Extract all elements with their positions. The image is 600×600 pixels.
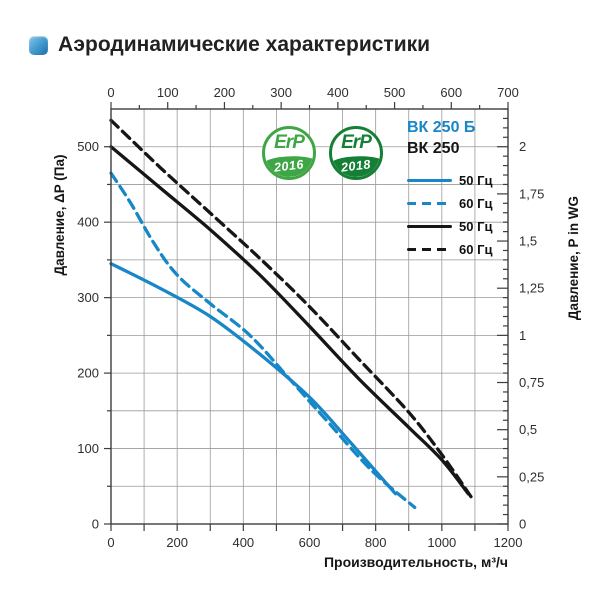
svg-text:500: 500 <box>384 85 406 100</box>
svg-text:600: 600 <box>299 535 321 550</box>
svg-text:200: 200 <box>77 366 99 381</box>
svg-text:0: 0 <box>107 85 114 100</box>
erp-badge-text: ErP <box>341 132 372 153</box>
chart-legend: ВК 250 Б ВК 250 50 Гц 60 Гц 50 Гц 60 Гц <box>407 117 537 261</box>
legend-entry: 60 Гц <box>407 192 537 215</box>
svg-text:0: 0 <box>92 517 99 532</box>
y-left-axis-title: Давление, ΔP (Па) <box>52 154 67 275</box>
solid-line-swatch <box>407 178 452 183</box>
svg-text:0: 0 <box>519 517 526 532</box>
svg-text:400: 400 <box>327 85 349 100</box>
svg-text:300: 300 <box>270 85 292 100</box>
legend-entry-label: 50 Гц <box>459 173 493 188</box>
svg-text:0: 0 <box>107 535 114 550</box>
svg-text:800: 800 <box>365 535 387 550</box>
legend-entry-label: 60 Гц <box>459 196 493 211</box>
svg-text:100: 100 <box>77 441 99 456</box>
svg-text:1000: 1000 <box>427 535 456 550</box>
series-dashed-black <box>109 118 474 500</box>
legend-model-vk250: ВК 250 <box>407 140 460 157</box>
svg-text:100: 100 <box>157 85 179 100</box>
erp-badge-text: ErP <box>274 132 305 153</box>
svg-text:2: 2 <box>519 139 526 154</box>
svg-text:600: 600 <box>440 85 462 100</box>
legend-entries: 50 Гц 60 Гц 50 Гц 60 Гц <box>407 169 537 261</box>
legend-model-vk250b: ВК 250 Б <box>407 119 476 136</box>
svg-text:400: 400 <box>232 535 254 550</box>
svg-text:1200: 1200 <box>494 535 523 550</box>
svg-text:300: 300 <box>77 290 99 305</box>
x-axis-title: Производительность, м³/ч <box>324 554 508 570</box>
legend-entry-label: 60 Гц <box>459 242 493 257</box>
legend-entry: 50 Гц <box>407 215 537 238</box>
svg-text:0,5: 0,5 <box>519 422 537 437</box>
erp-badge-2018: ErP 2018 <box>329 126 383 180</box>
dashed-line-swatch <box>407 247 452 252</box>
svg-text:1,75: 1,75 <box>519 186 544 201</box>
svg-text:700: 700 <box>497 85 519 100</box>
svg-text:1: 1 <box>519 328 526 343</box>
legend-entry: 60 Гц <box>407 238 537 261</box>
series-solid-black <box>109 145 470 496</box>
series-solid-blue <box>109 262 398 496</box>
svg-text:0,25: 0,25 <box>519 469 544 484</box>
erp-badge-2016: ErP 2016 <box>262 126 316 180</box>
svg-text:400: 400 <box>77 215 99 230</box>
legend-entry-label: 50 Гц <box>459 219 493 234</box>
section-header: Аэродинамические характеристики <box>29 33 430 57</box>
legend-entry: 50 Гц <box>407 169 537 192</box>
svg-text:500: 500 <box>77 139 99 154</box>
svg-text:1,25: 1,25 <box>519 281 544 296</box>
section-bullet-icon <box>29 35 48 55</box>
dashed-line-swatch <box>407 201 452 206</box>
svg-text:1,5: 1,5 <box>519 234 537 249</box>
svg-text:200: 200 <box>214 85 236 100</box>
svg-text:200: 200 <box>166 535 188 550</box>
svg-text:0,75: 0,75 <box>519 375 544 390</box>
solid-line-swatch <box>407 224 452 229</box>
page-title: Аэродинамические характеристики <box>58 33 431 56</box>
y-right-axis-title: Давление, P in WG <box>566 196 581 320</box>
series-dashed-blue <box>109 171 417 510</box>
